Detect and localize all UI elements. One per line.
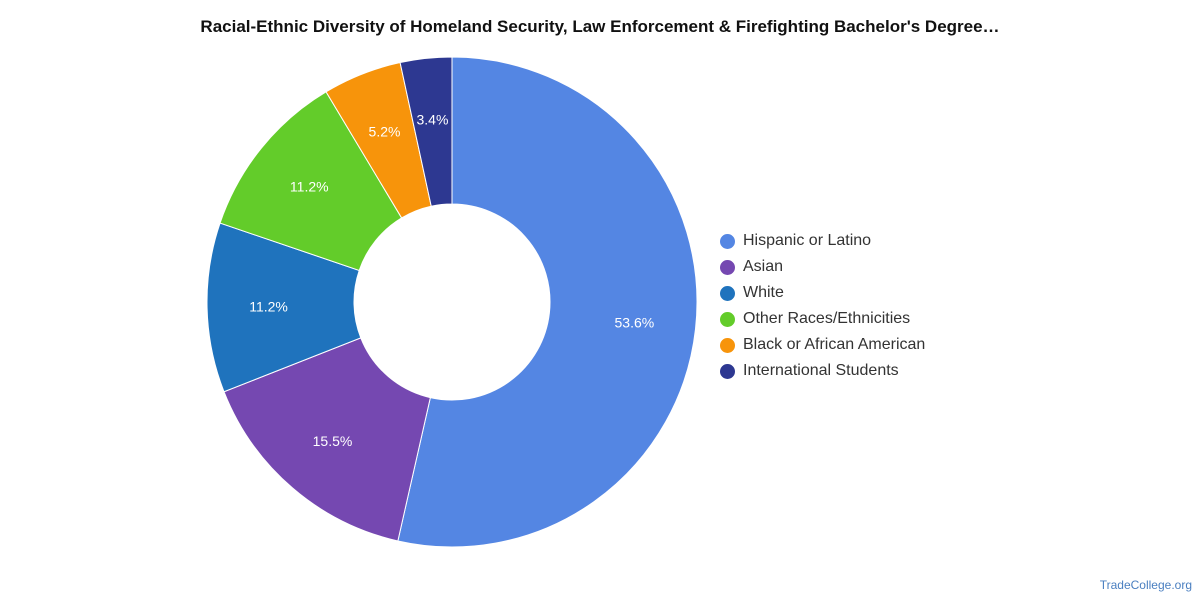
slice-2[interactable] xyxy=(206,222,362,393)
legend-label-5: International Students xyxy=(743,362,899,379)
slice-3[interactable] xyxy=(219,91,403,272)
slice-label-1: 15.5% xyxy=(313,433,353,449)
site-credit[interactable]: TradeCollege.org xyxy=(1099,578,1192,592)
slice-label-3: 11.2% xyxy=(290,179,329,195)
legend-item-3[interactable]: Other Races/Ethnicities xyxy=(720,306,925,332)
slice-1[interactable] xyxy=(223,337,431,542)
slice-5[interactable] xyxy=(399,56,453,207)
slice-0[interactable] xyxy=(397,56,698,548)
legend-item-1[interactable]: Asian xyxy=(720,254,925,280)
legend-label-4: Black or African American xyxy=(743,336,926,353)
chart-title: Racial-Ethnic Diversity of Homeland Secu… xyxy=(200,17,1000,36)
slice-label-2: 11.2% xyxy=(249,298,288,314)
legend-swatch-5 xyxy=(720,363,735,379)
legend-swatch-0 xyxy=(720,233,735,249)
slice-label-5: 3.4% xyxy=(416,112,448,128)
slice-label-0: 53.6% xyxy=(615,314,655,330)
legend-swatch-4 xyxy=(720,337,735,353)
legend-label-3: Other Races/Ethnicities xyxy=(743,310,911,327)
slice-label-4: 5.2% xyxy=(369,123,401,139)
legend-item-4[interactable]: Black or African American xyxy=(720,332,925,358)
legend-label-1: Asian xyxy=(743,258,784,275)
chart-legend: Hispanic or Latino Asian White Other Races/… xyxy=(720,228,925,384)
legend-item-5[interactable]: International Students xyxy=(720,358,925,384)
legend-swatch-3 xyxy=(720,311,735,327)
legend-label-0: Hispanic or Latino xyxy=(743,232,872,249)
legend-label-2: White xyxy=(743,284,784,301)
legend-item-2[interactable]: White xyxy=(720,280,925,306)
legend-swatch-1 xyxy=(720,259,735,275)
legend-swatch-2 xyxy=(720,285,735,301)
legend-item-0[interactable]: Hispanic or Latino xyxy=(720,228,925,254)
